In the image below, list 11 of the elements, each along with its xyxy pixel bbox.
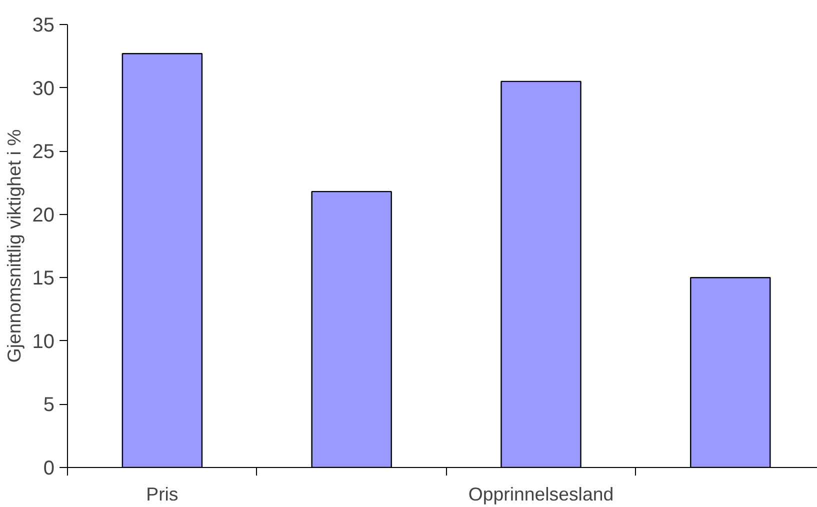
x-tick-label: Pris: [146, 484, 178, 504]
x-tick-label: Opprinnelsesland: [468, 484, 614, 504]
y-tick-label: 30: [32, 78, 55, 100]
y-tick-label: 20: [32, 204, 55, 226]
y-tick-label: 5: [43, 394, 54, 416]
y-tick-label: 25: [32, 141, 55, 164]
y-tick-label: 15: [32, 268, 55, 290]
y-axis-title: Gjennomsnittlig viktighet i %: [3, 129, 24, 363]
y-tick-label: 0: [43, 458, 54, 480]
y-tick-label: 10: [32, 330, 55, 353]
y-tick-label: 35: [32, 14, 55, 36]
